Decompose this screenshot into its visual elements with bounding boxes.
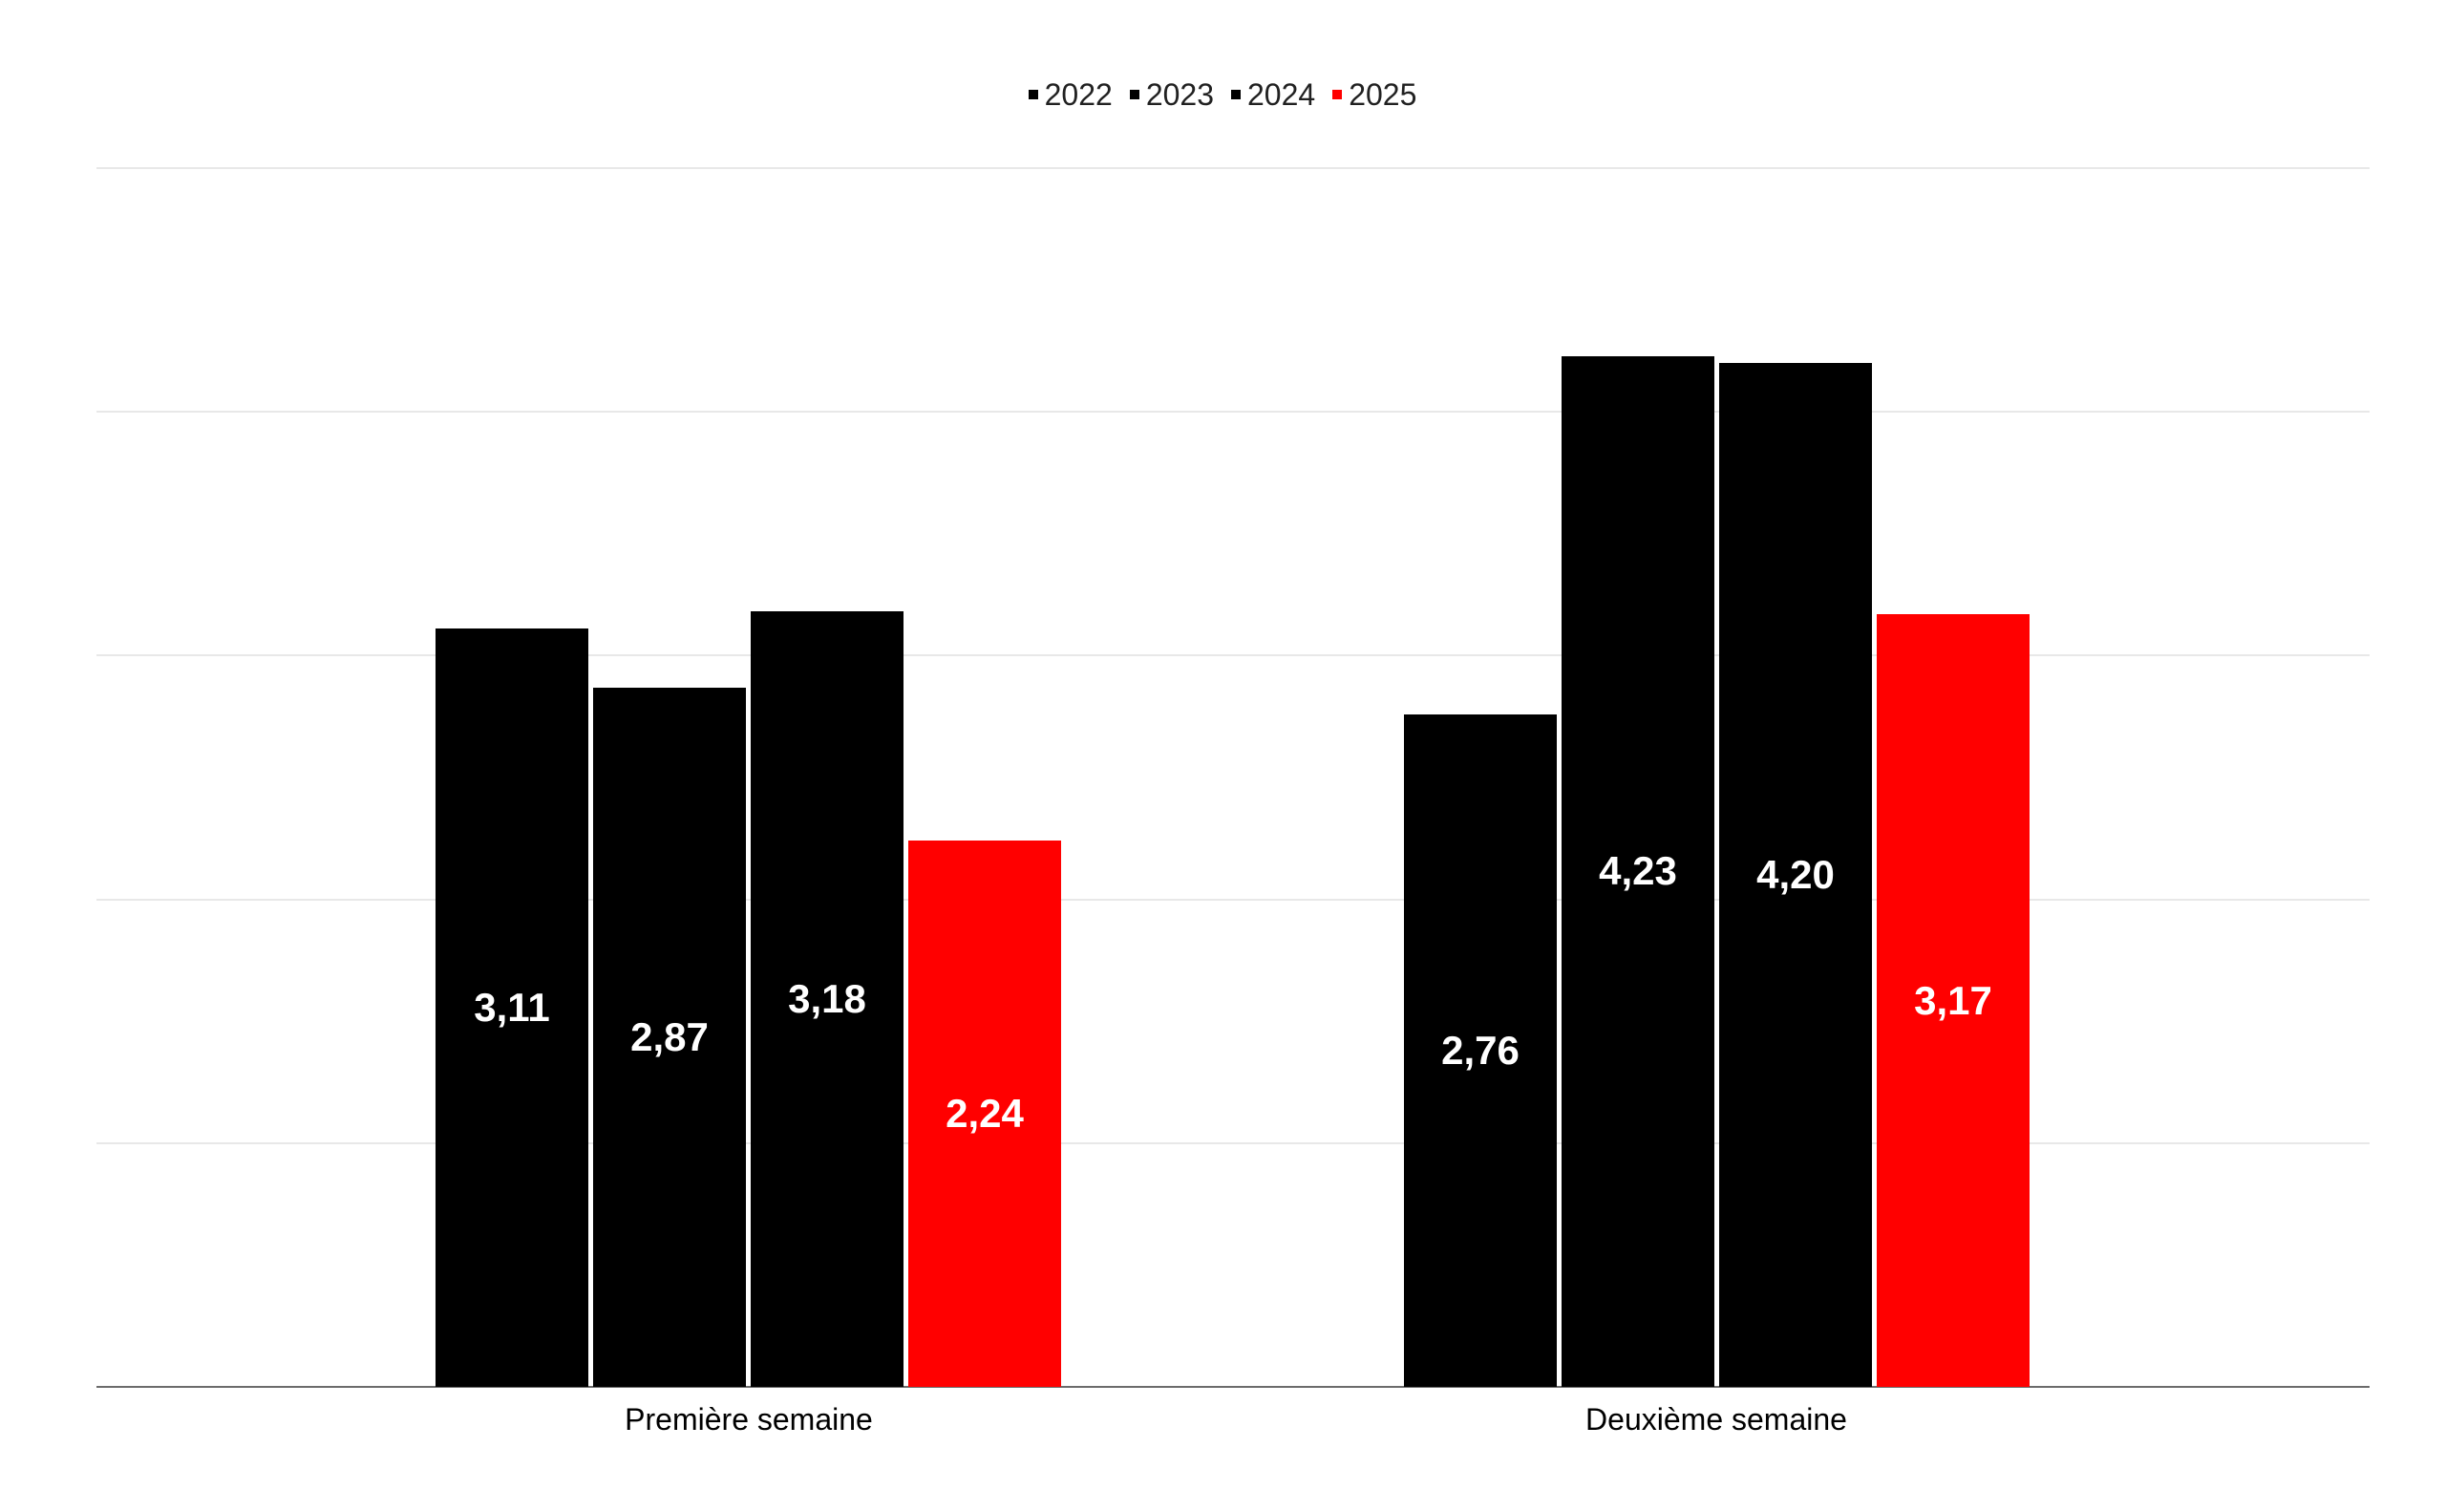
bar-value-label: 3,18 xyxy=(788,976,866,1021)
bar-2024-premiere-semaine xyxy=(751,611,904,1387)
bar-value-label: 3,17 xyxy=(1914,978,1992,1023)
bar-value-label: 4,20 xyxy=(1756,852,1835,897)
legend-item-2023: 2023 xyxy=(1129,75,1214,114)
bar-2022-premiere-semaine xyxy=(436,628,588,1387)
legend-item-2025: 2025 xyxy=(1332,75,1416,114)
bar-2023-deuxieme-semaine xyxy=(1562,356,1714,1387)
bar-value-label: 2,76 xyxy=(1441,1028,1520,1073)
legend-marker-icon xyxy=(1129,90,1139,99)
bar-value-label: 2,24 xyxy=(946,1091,1024,1136)
legend-label: 2023 xyxy=(1145,77,1214,112)
bar-2025-deuxieme-semaine xyxy=(1877,614,2030,1387)
chart-legend: 2022 2023 2024 2025 xyxy=(0,75,2445,114)
gridline-y-5 xyxy=(96,167,2370,169)
bar-2022-deuxieme-semaine xyxy=(1404,714,1557,1387)
legend-label: 2025 xyxy=(1349,77,1417,112)
legend-label: 2022 xyxy=(1044,77,1113,112)
bar-value-label: 2,87 xyxy=(630,1014,709,1059)
x-axis-category-label: Deuxième semaine xyxy=(1585,1402,1847,1437)
bar-2023-premiere-semaine xyxy=(593,688,746,1387)
legend-label: 2024 xyxy=(1247,77,1316,112)
legend-item-2022: 2022 xyxy=(1028,75,1113,114)
legend-marker-icon xyxy=(1231,90,1241,99)
bar-value-label: 4,23 xyxy=(1599,848,1677,893)
legend-marker-icon xyxy=(1028,90,1038,99)
legend-item-2024: 2024 xyxy=(1231,75,1315,114)
gridline-y-1 xyxy=(96,1142,2370,1144)
bar-2024-deuxieme-semaine xyxy=(1719,363,1872,1387)
x-axis-line xyxy=(96,1386,2370,1388)
gridline-y-3 xyxy=(96,654,2370,656)
legend-marker-icon xyxy=(1332,90,1343,99)
bar-2025-premiere-semaine xyxy=(908,841,1061,1387)
x-axis-category-label: Première semaine xyxy=(625,1402,873,1437)
gridline-y-4 xyxy=(96,411,2370,413)
bar-value-label: 3,11 xyxy=(474,985,550,1030)
gridline-y-2 xyxy=(96,899,2370,901)
